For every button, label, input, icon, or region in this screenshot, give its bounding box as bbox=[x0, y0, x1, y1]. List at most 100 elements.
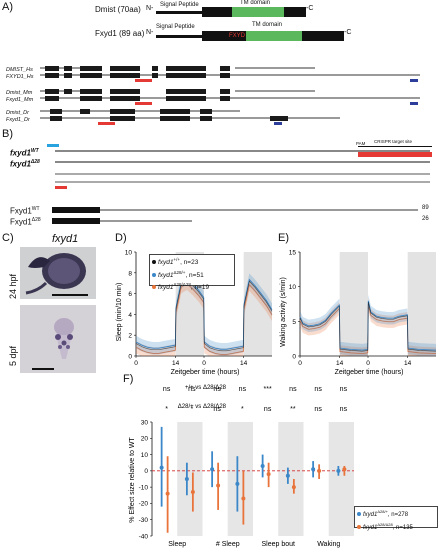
category-label: Waking bbox=[317, 541, 340, 548]
effect-legend: fxyd1Δ28/+, n=278 fxyd1Δ28/Δ28, n=135 bbox=[354, 506, 438, 531]
protein-wt-label: Fxyd1WT bbox=[10, 206, 40, 216]
stage-5dpf: 5 dpf bbox=[8, 345, 18, 366]
align-name: Dmist_Dr bbox=[6, 110, 29, 116]
y-tick-label: 30 bbox=[141, 419, 149, 426]
fxyd1-domain-diagram: Fxyd1 (89 aa) N- Signal Peptide FXYD TM … bbox=[0, 0, 439, 60]
align-name: DMIST_Hs bbox=[6, 67, 33, 73]
effect-point bbox=[342, 467, 347, 472]
stat-label: ns bbox=[264, 406, 272, 413]
protein-alignment: Fxyd1WT Fxyd1Δ28 89 26 bbox=[0, 203, 439, 227]
stat-label: ns bbox=[213, 386, 221, 393]
effect-point bbox=[241, 496, 246, 501]
night-column bbox=[328, 422, 354, 536]
waking-ylabel: Waking activity (s/min) bbox=[280, 277, 287, 347]
gene-wt-label: fxyd1WT bbox=[10, 148, 39, 158]
stat-label: ns bbox=[314, 406, 322, 413]
x-tick-label: 14 bbox=[404, 360, 412, 367]
x-tick-label: 0 bbox=[366, 360, 370, 367]
stat-label: ns bbox=[314, 386, 322, 393]
gene-mut-label: fxyd1Δ28 bbox=[10, 159, 40, 169]
effect-size-chart: +/+ vs Δ28/Δ28 Δ28/+ vs Δ28/Δ28 ns ns ns ns… bbox=[129, 385, 354, 548]
stage-24hpf: 24 hpf bbox=[8, 273, 18, 299]
align-name: Fxyd1_Mm bbox=[6, 97, 34, 103]
fxyd1-c-term: -C bbox=[344, 29, 352, 36]
stat-label: ns bbox=[340, 406, 348, 413]
waking-chart: Waking activity (s/min) 0 5 10 15 0 14 0 14 Zei… bbox=[280, 250, 437, 376]
stats-row1-label: +/+ vs Δ28/Δ28 bbox=[185, 385, 227, 391]
y-tick-label: 10 bbox=[289, 284, 297, 291]
pam-label: PAM bbox=[356, 141, 366, 146]
effect-point bbox=[260, 463, 265, 468]
y-tick-label: 0 bbox=[144, 468, 148, 475]
y-tick-label: 10 bbox=[141, 452, 149, 459]
dmist-backbone-1 bbox=[156, 11, 202, 14]
effect-point bbox=[311, 467, 316, 472]
dmist-c-term: -C bbox=[306, 5, 314, 12]
align-row-mouse bbox=[40, 88, 430, 106]
effect-point bbox=[266, 472, 271, 477]
night-shading bbox=[407, 252, 436, 356]
y-tick-label: 2 bbox=[128, 333, 132, 340]
stat-label: *** bbox=[264, 386, 272, 393]
stat-label: ns bbox=[289, 386, 297, 393]
panel-a-label: A) bbox=[2, 1, 13, 13]
y-tick-label: 5 bbox=[292, 319, 296, 326]
protein-wt-end: 89 bbox=[422, 205, 429, 211]
series-line bbox=[299, 304, 437, 355]
fxyd1-signal-label: Signal Peptide bbox=[156, 24, 195, 30]
fxyd1-n-term: N- bbox=[146, 29, 154, 36]
fxyd1-tm-domain bbox=[246, 31, 302, 41]
series-line bbox=[299, 301, 437, 352]
y-tick-label: 15 bbox=[289, 250, 297, 257]
dmist-signal-block bbox=[202, 7, 232, 17]
waking-plot-area: 0 5 10 15 0 14 0 14 bbox=[289, 250, 437, 367]
effect-point bbox=[291, 485, 296, 490]
y-tick-label: 0 bbox=[292, 354, 296, 361]
night-column bbox=[177, 422, 203, 536]
effect-point bbox=[336, 468, 341, 473]
x-tick-label: 0 bbox=[298, 360, 302, 367]
x-tick-label: 14 bbox=[336, 360, 344, 367]
embryo-24hpf-image bbox=[20, 247, 96, 299]
fxyd1-name: Fxyd1 (89 aa) bbox=[95, 29, 145, 38]
protein-mut-label: Fxyd1Δ28 bbox=[10, 217, 41, 227]
legend-item-hom: fxyd1Δ28/Δ28, n=135 bbox=[357, 520, 435, 533]
fxyd1-tm-label: TM domain bbox=[252, 22, 283, 28]
stat-label: ns bbox=[213, 406, 221, 413]
align-name: Dmist_Mm bbox=[6, 90, 33, 96]
category-label: Sleep bbox=[168, 541, 186, 548]
legend-item-wt: fxyd1+/+, n=23 bbox=[152, 255, 232, 268]
x-tick-label: 0 bbox=[202, 360, 206, 367]
effect-point bbox=[190, 490, 195, 495]
wt-sequence-line bbox=[55, 150, 430, 152]
effect-point bbox=[317, 468, 322, 473]
x-tick-label: 14 bbox=[240, 360, 248, 367]
night-shading bbox=[339, 252, 368, 356]
y-tick-label: 8 bbox=[128, 270, 132, 277]
dmist-ct-block bbox=[284, 7, 306, 17]
align-row-zebrafish bbox=[40, 108, 430, 126]
sleep-xlabel: Zeitgeber time (hours) bbox=[171, 369, 240, 376]
series-ci-band bbox=[136, 277, 272, 356]
larva-5dpf-image bbox=[20, 305, 96, 373]
protein-mut-shared bbox=[52, 218, 100, 224]
dmist-domain-diagram: Dmist (70aa) N- Signal Peptide TM domain… bbox=[0, 0, 439, 60]
y-tick-label: -40 bbox=[139, 533, 149, 540]
stats-row2-label: Δ28/+ vs Δ28/Δ28 bbox=[178, 404, 227, 410]
dmist-tm-domain bbox=[232, 7, 284, 17]
dmist-name: Dmist (70aa) bbox=[95, 5, 141, 14]
legend-item-het: fxyd1Δ28/+, n=278 bbox=[357, 507, 435, 520]
effect-point bbox=[235, 481, 240, 486]
effect-point bbox=[210, 467, 215, 472]
x-tick-label: 0 bbox=[134, 360, 138, 367]
stat-label: ** bbox=[290, 406, 296, 413]
effect-point bbox=[285, 473, 290, 478]
effect-ylabel: % Effect size relative to WT bbox=[129, 437, 136, 523]
start-codon-marker bbox=[47, 144, 59, 147]
crispr-bracket bbox=[358, 146, 432, 147]
stat-label: ns bbox=[163, 386, 171, 393]
waking-xlabel: Zeitgeber time (hours) bbox=[335, 369, 404, 376]
protein-wt-shared bbox=[52, 207, 100, 213]
sleep-legend: fxyd1+/+, n=23 fxyd1Δ28/+, n=51 fxyd1Δ28… bbox=[149, 254, 235, 291]
